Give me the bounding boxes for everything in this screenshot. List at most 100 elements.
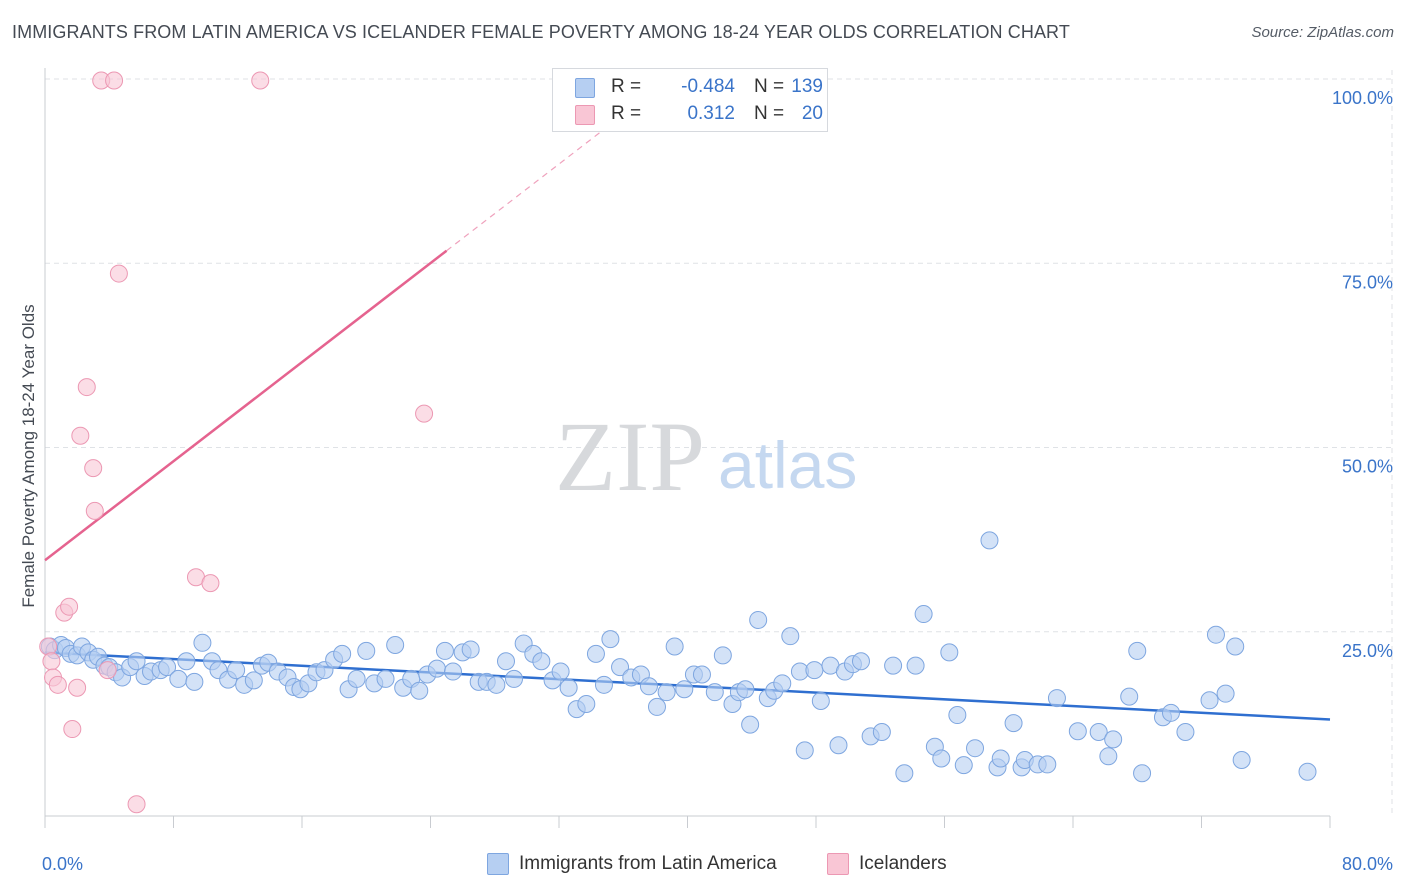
point-icelanders xyxy=(77,378,96,397)
point-latin-america xyxy=(884,656,903,675)
point-latin-america xyxy=(551,662,570,681)
point-latin-america xyxy=(829,736,848,755)
y-tick-label: 50.0% xyxy=(1342,457,1393,477)
point-latin-america xyxy=(443,662,462,681)
point-latin-america xyxy=(193,633,212,652)
point-latin-america xyxy=(1089,722,1108,741)
point-latin-america xyxy=(244,671,263,690)
point-latin-america xyxy=(347,669,366,688)
point-latin-america xyxy=(185,672,204,691)
point-latin-america xyxy=(586,644,605,663)
watermark: ZIP atlas xyxy=(555,401,857,512)
n-label: N = xyxy=(754,103,785,124)
point-latin-america xyxy=(647,697,666,716)
y-tick-label: 25.0% xyxy=(1342,641,1393,661)
point-latin-america xyxy=(611,658,630,677)
y-tick-label: 100.0% xyxy=(1332,88,1393,108)
chart-title: IMMIGRANTS FROM LATIN AMERICA VS ICELAND… xyxy=(12,22,1070,42)
point-latin-america xyxy=(227,661,246,680)
watermark-zip: ZIP xyxy=(555,401,705,512)
legend-swatch-pink xyxy=(575,105,595,125)
point-icelanders xyxy=(71,426,90,445)
point-latin-america xyxy=(357,641,376,660)
point-icelanders xyxy=(251,71,270,90)
point-latin-america xyxy=(906,656,925,675)
point-latin-america xyxy=(1104,730,1123,749)
point-latin-america xyxy=(333,644,352,663)
point-latin-america xyxy=(795,741,814,760)
stats-legend: R = -0.484 N = 139 R = 0.312 N = 20 xyxy=(552,68,828,132)
point-latin-america xyxy=(872,722,891,741)
x-tick-label: 0.0% xyxy=(42,854,83,874)
trend-line-icelanders-extension xyxy=(446,126,608,252)
point-latin-america xyxy=(895,764,914,783)
point-latin-america xyxy=(991,749,1010,768)
legend-swatch-blue xyxy=(487,853,509,875)
point-latin-america xyxy=(1038,755,1057,774)
point-latin-america xyxy=(966,739,985,758)
n-value: 139 xyxy=(791,76,823,97)
y-tick-label: 75.0% xyxy=(1342,272,1393,292)
data-points xyxy=(39,71,1317,814)
point-latin-america xyxy=(1216,684,1235,703)
r-label: R = xyxy=(611,103,642,124)
point-latin-america xyxy=(1128,641,1147,660)
tick-labels: 25.0% 50.0% 75.0% 100.0% 0.0% 80.0% xyxy=(42,88,1393,874)
point-latin-america xyxy=(914,605,933,624)
point-icelanders xyxy=(85,501,104,520)
point-latin-america xyxy=(1047,689,1066,708)
r-label: R = xyxy=(611,76,642,97)
point-latin-america xyxy=(749,610,768,629)
point-latin-america xyxy=(435,641,454,660)
point-icelanders xyxy=(60,597,79,616)
point-latin-america xyxy=(505,669,524,688)
point-latin-america xyxy=(665,637,684,656)
point-latin-america xyxy=(773,674,792,693)
point-latin-america xyxy=(692,665,711,684)
point-latin-america xyxy=(705,683,724,702)
legend-label: Icelanders xyxy=(859,853,947,874)
r-value: -0.484 xyxy=(681,76,735,97)
point-latin-america xyxy=(948,706,967,725)
point-latin-america xyxy=(954,756,973,775)
point-icelanders xyxy=(39,637,58,656)
point-latin-america xyxy=(1298,762,1317,781)
point-latin-america xyxy=(1226,637,1245,656)
point-latin-america xyxy=(158,658,177,677)
point-latin-america xyxy=(1068,722,1087,741)
point-latin-america xyxy=(601,630,620,649)
point-latin-america xyxy=(487,675,506,694)
point-latin-america xyxy=(1133,764,1152,783)
point-icelanders xyxy=(127,795,146,814)
point-latin-america xyxy=(1099,747,1118,766)
point-latin-america xyxy=(127,652,146,671)
point-latin-america xyxy=(980,531,999,550)
point-latin-america xyxy=(675,680,694,699)
point-latin-america xyxy=(940,643,959,662)
point-icelanders xyxy=(42,652,61,671)
point-latin-america xyxy=(1206,625,1225,644)
point-latin-america xyxy=(1004,714,1023,733)
point-latin-america xyxy=(781,627,800,646)
point-latin-america xyxy=(805,661,824,680)
n-value: 20 xyxy=(801,103,823,124)
axes xyxy=(44,68,1331,828)
legend-swatch-pink xyxy=(827,853,849,875)
point-icelanders xyxy=(63,720,82,739)
legend-swatch-blue xyxy=(575,78,595,98)
trend-line-icelanders xyxy=(44,249,448,562)
point-latin-america xyxy=(386,636,405,655)
point-latin-america xyxy=(713,646,732,665)
point-latin-america xyxy=(177,652,196,671)
source-credit: Source: ZipAtlas.com xyxy=(1251,24,1394,41)
point-latin-america xyxy=(851,652,870,671)
point-latin-america xyxy=(427,659,446,678)
legend-label: Immigrants from Latin America xyxy=(519,853,777,874)
n-label: N = xyxy=(754,76,785,97)
point-latin-america xyxy=(811,692,830,711)
point-icelanders xyxy=(201,574,220,593)
point-icelanders xyxy=(415,404,434,423)
point-icelanders xyxy=(105,71,124,90)
point-latin-america xyxy=(594,675,613,694)
